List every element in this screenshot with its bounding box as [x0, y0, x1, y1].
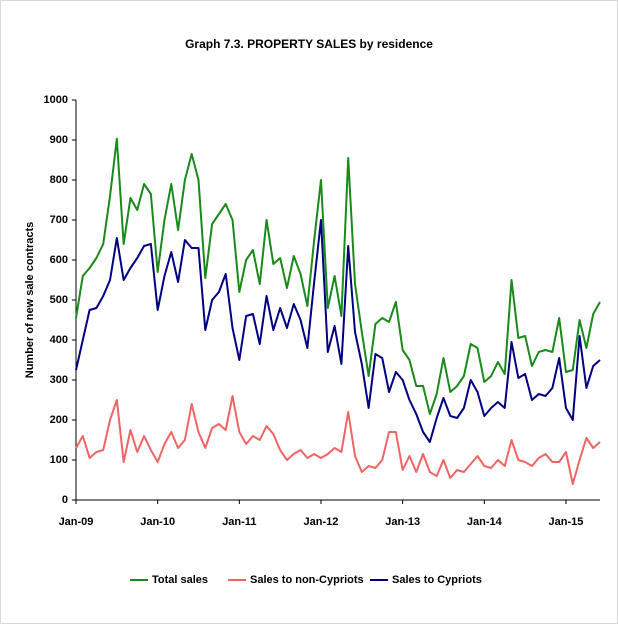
series-line: [75, 395, 601, 485]
y-tick-label: 200: [50, 414, 68, 426]
y-tick-label: 1000: [44, 94, 68, 106]
legend-label: Sales to Cypriots: [392, 574, 482, 586]
y-tick-label: 900: [50, 134, 68, 146]
x-tick-label: Jan-11: [222, 516, 256, 528]
y-tick-label: 400: [50, 334, 68, 346]
x-tick-label: Jan-10: [140, 516, 175, 528]
x-tick-label: Jan-12: [304, 516, 339, 528]
y-tick-label: 0: [62, 494, 68, 506]
y-tick-label: 300: [50, 374, 68, 386]
y-tick-label: 700: [50, 214, 68, 226]
y-tick-label: 100: [50, 454, 68, 466]
x-tick-label: Jan-09: [59, 516, 94, 528]
y-tick-label: 600: [50, 254, 68, 266]
legend-label: Sales to non-Cypriots: [250, 574, 364, 586]
y-tick-label: 500: [50, 294, 68, 306]
series-line: [75, 137, 601, 415]
x-tick-label: Jan-14: [467, 516, 503, 528]
x-tick-label: Jan-13: [385, 516, 420, 528]
y-tick-label: 800: [50, 174, 68, 186]
chart-title: Graph 7.3. PROPERTY SALES by residence: [185, 37, 433, 51]
series-line: [75, 219, 601, 443]
legend-label: Total sales: [152, 574, 208, 586]
x-tick-label: Jan-15: [549, 516, 584, 528]
y-axis-label: Number of new sale contracts: [24, 222, 36, 379]
